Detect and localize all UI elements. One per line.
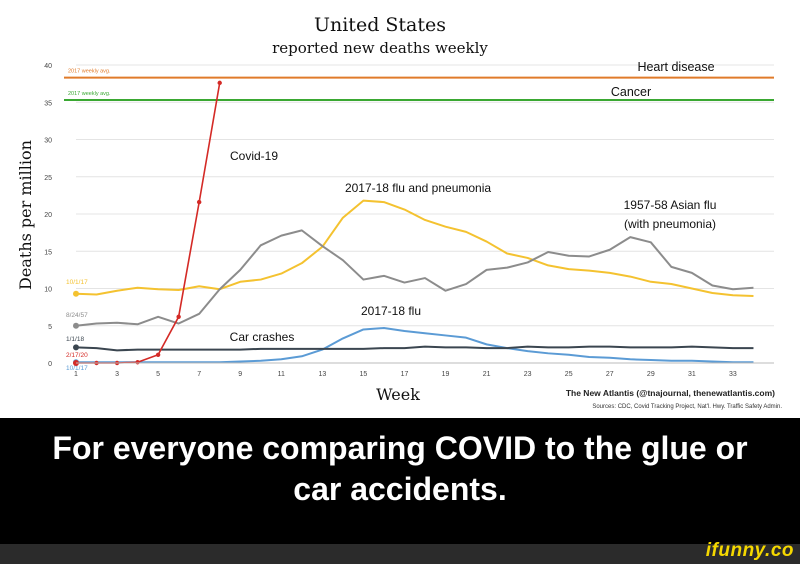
x-tick-label: 21 <box>483 371 491 378</box>
series-start-label: 8/24/57 <box>66 312 88 319</box>
y-tick-label: 10 <box>44 287 52 294</box>
caption-line-1: For everyone comparing COVID to the glue… <box>52 430 748 466</box>
x-tick-label: 11 <box>278 371 285 378</box>
chart-panel: United States reported new deaths weekly… <box>0 0 800 418</box>
y-tick-label: 0 <box>48 361 52 368</box>
x-tick-label: 33 <box>729 371 737 378</box>
y-tick-label: 40 <box>44 63 52 70</box>
data-point <box>196 199 202 205</box>
x-tick-label: 1 <box>74 371 78 378</box>
series-start-label: 2/17/20 <box>66 352 88 359</box>
series-line <box>76 326 754 364</box>
gridlines <box>76 64 774 364</box>
watermark-logo[interactable]: ifunny.co <box>705 540 794 561</box>
x-tick-label: 29 <box>647 371 655 378</box>
series-line <box>75 229 754 327</box>
x-tick-label: 9 <box>238 371 242 378</box>
y-axis-label: Deaths per million <box>16 140 35 290</box>
series-label: 1957-58 Asian flu <box>624 198 717 212</box>
y-tick-label: 35 <box>44 100 52 107</box>
series-label: Covid-19 <box>230 149 278 163</box>
data-point <box>135 360 140 365</box>
footer-bar <box>0 544 800 564</box>
reference-note: 2017 weekly avg. <box>68 91 111 97</box>
series-lines: 10/1/17 2017-18 flu and pneumonia 8/24/57 1… <box>66 80 754 372</box>
meme-caption: For everyone comparing COVID to the glue… <box>0 428 800 510</box>
y-tick-label: 5 <box>48 324 52 331</box>
series-line <box>75 345 754 352</box>
x-tick-label: 19 <box>442 371 450 378</box>
series-line <box>75 199 754 297</box>
series-start-label: 10/1/17 <box>66 279 88 286</box>
x-tick-label: 31 <box>688 371 696 378</box>
line-chart: United States reported new deaths weekly… <box>16 14 782 410</box>
x-tick-label: 5 <box>156 371 160 378</box>
sources-text: Sources: CDC, Covid Tracking Project, Na… <box>592 404 782 410</box>
series-label: Car crashes <box>230 330 295 344</box>
credit-text: The New Atlantis (@tnajournal, thenewatl… <box>566 388 775 398</box>
series-start-marker <box>73 290 79 297</box>
x-tick-label: 13 <box>318 371 326 378</box>
x-tick-label: 3 <box>115 371 119 378</box>
data-point <box>155 352 161 358</box>
x-tick-label: 15 <box>360 371 368 378</box>
series-label: 2017-18 flu <box>361 304 421 318</box>
series-start-marker <box>73 344 79 351</box>
x-tick-label: 25 <box>565 371 573 378</box>
y-tick-label: 15 <box>44 249 52 256</box>
chart-subtitle: reported new deaths weekly <box>272 39 488 57</box>
data-point <box>176 314 181 320</box>
x-tick-label: 23 <box>524 371 532 378</box>
y-tick-label: 20 <box>44 212 52 219</box>
series-label: (with pneumonia) <box>624 217 716 231</box>
x-tick-label: 7 <box>197 371 201 378</box>
y-tick-label: 25 <box>44 175 52 182</box>
series-label: 2017-18 flu and pneumonia <box>345 181 491 195</box>
reference-lines: 2017 weekly avg. Heart disease 2017 weekly… <box>64 60 774 102</box>
y-tick-label: 30 <box>44 138 52 145</box>
reference-label: Heart disease <box>637 60 714 74</box>
series-start-label: 1/1/18 <box>66 336 84 343</box>
x-axis-label: Week <box>376 385 420 404</box>
caption-line-2: car accidents. <box>293 471 507 507</box>
series-start-label: 10/1/17 <box>66 365 88 372</box>
x-tick-label: 17 <box>401 371 409 378</box>
data-point <box>217 80 222 86</box>
x-tick-label: 27 <box>606 371 614 378</box>
reference-label: Cancer <box>611 85 651 99</box>
series-start-marker <box>73 322 79 329</box>
reference-note: 2017 weekly avg. <box>68 69 111 75</box>
chart-title: United States <box>314 14 446 36</box>
